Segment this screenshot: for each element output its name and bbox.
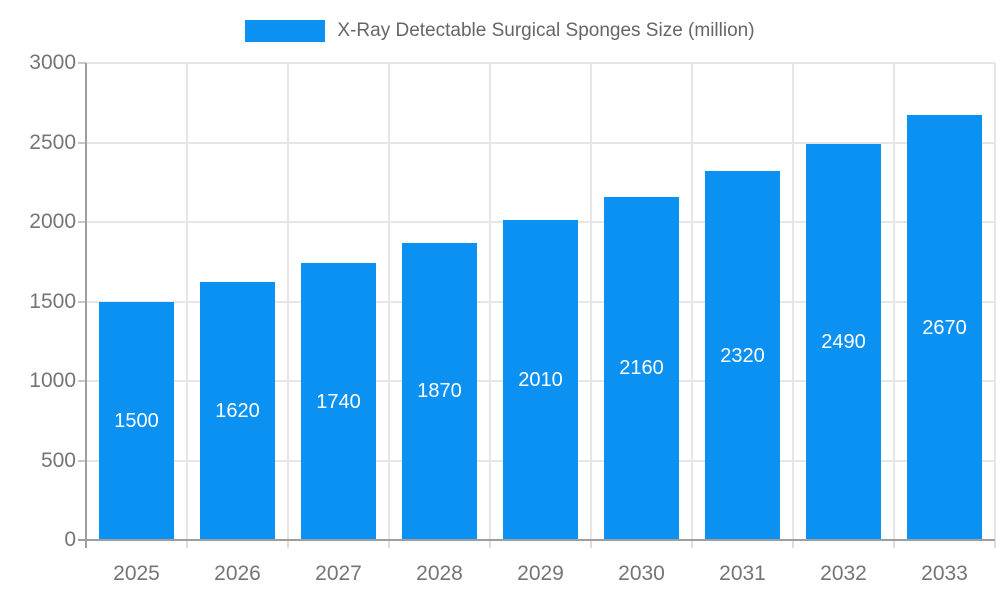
- x-axis-tick: [489, 540, 491, 548]
- legend-swatch: [245, 20, 326, 42]
- x-axis-tick: [388, 540, 390, 548]
- bar-value-label: 1620: [215, 400, 260, 423]
- y-axis-line: [85, 63, 87, 548]
- y-axis-tick: [78, 62, 86, 64]
- x-axis-tick-label: 2029: [517, 562, 564, 585]
- x-axis-tick-label: 2026: [214, 562, 261, 585]
- x-axis-tick: [792, 540, 794, 548]
- y-axis-tick: [78, 380, 86, 382]
- x-axis-tick: [691, 540, 693, 548]
- x-axis-tick: [590, 540, 592, 548]
- x-axis-tick-label: 2031: [719, 562, 766, 585]
- y-axis-tick-label: 500: [40, 448, 76, 472]
- x-axis-tick-label: 2032: [820, 562, 867, 585]
- legend-label: X-Ray Detectable Surgical Sponges Size (…: [337, 20, 755, 41]
- bar-value-label: 2490: [821, 331, 866, 354]
- gridline-vertical: [792, 63, 794, 540]
- bar-2028: 1870: [402, 242, 477, 540]
- gridline-vertical: [489, 63, 491, 540]
- x-axis-tick: [186, 540, 188, 548]
- gridline-horizontal: [86, 62, 995, 64]
- bar-value-label: 2670: [922, 316, 967, 339]
- bar-2030: 2160: [604, 196, 679, 540]
- y-axis-tick-label: 1000: [29, 369, 76, 392]
- x-axis-tick-label: 2033: [921, 562, 968, 585]
- bar-2027: 1740: [301, 263, 376, 540]
- x-axis-tick-label: 2030: [618, 562, 665, 585]
- gridline-vertical: [691, 63, 693, 540]
- y-axis-tick-label: 2000: [29, 210, 76, 233]
- y-axis-tick: [78, 221, 86, 223]
- y-axis-tick-label: 0: [64, 528, 76, 551]
- y-axis-tick: [78, 141, 86, 144]
- gridline-vertical: [388, 63, 390, 540]
- bar-2026: 1620: [200, 282, 275, 540]
- y-axis-tick-label: 2500: [29, 130, 76, 154]
- x-axis-tick-label: 2028: [416, 562, 463, 585]
- gridline-vertical: [590, 63, 592, 540]
- x-axis-tick: [893, 540, 895, 548]
- bar-2031: 2320: [705, 171, 780, 540]
- x-axis-tick: [994, 540, 996, 548]
- gridline-vertical: [186, 63, 188, 540]
- bar-value-label: 1870: [417, 380, 462, 403]
- bar-2033: 2670: [907, 115, 982, 540]
- y-axis-tick-label: 1500: [29, 289, 76, 313]
- bar-value-label: 1500: [114, 409, 159, 432]
- x-axis-tick: [287, 540, 289, 548]
- bar-value-label: 2160: [619, 357, 664, 380]
- gridline-horizontal: [86, 141, 995, 144]
- x-axis-tick-label: 2025: [113, 562, 160, 585]
- legend-item[interactable]: X-Ray Detectable Surgical Sponges Size (…: [0, 19, 1000, 43]
- bar-value-label: 2010: [518, 369, 563, 392]
- x-axis-tick-label: 2027: [315, 562, 362, 585]
- y-axis-tick: [78, 459, 86, 462]
- gridline-vertical: [287, 63, 289, 540]
- y-axis-tick-label: 3000: [29, 51, 76, 74]
- bar-2029: 2010: [503, 220, 578, 540]
- bar-value-label: 2320: [720, 344, 765, 367]
- gridline-vertical: [994, 63, 996, 540]
- bar-value-label: 1740: [316, 390, 361, 413]
- bar-2032: 2490: [806, 144, 881, 540]
- y-axis-tick: [78, 300, 86, 303]
- plot-area: 0 500 1000 1500 2000 2500 3000 1500 2025 1620 2026…: [29, 51, 996, 585]
- gridline-vertical: [893, 63, 895, 540]
- x-axis-line: [78, 539, 995, 541]
- bar-2025: 1500: [99, 301, 174, 540]
